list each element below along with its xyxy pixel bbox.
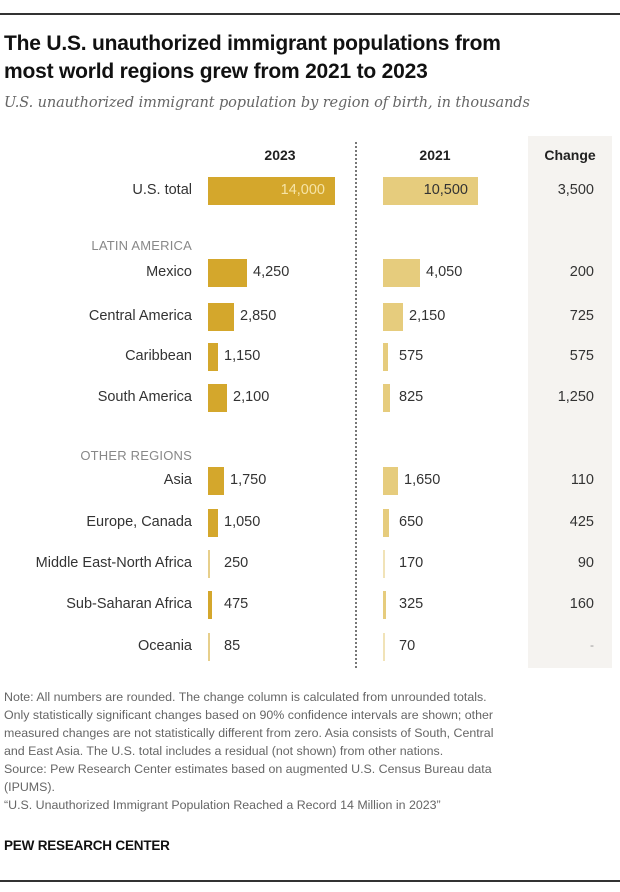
- note-line: Note: All numbers are rounded. The chang…: [4, 690, 487, 704]
- row-label-u-s-total: U.S. total: [132, 182, 192, 198]
- report-title-line: “U.S. Unauthorized Immigrant Population …: [4, 798, 441, 812]
- value-label-2021-asia: 1,650: [404, 472, 441, 488]
- change-column-background: [528, 136, 612, 668]
- section-label-other-regions: OTHER REGIONS: [80, 448, 192, 463]
- value-label-2023-south-america: 2,100: [233, 389, 270, 405]
- bar-2023-u-s-total: [208, 177, 335, 205]
- change-value-caribbean: 575: [569, 348, 594, 364]
- note-line: and East Asia. The U.S. total includes a…: [4, 744, 444, 758]
- row-label-caribbean: Caribbean: [125, 348, 192, 364]
- source-line: Source: Pew Research Center estimates ba…: [4, 762, 492, 776]
- row-label-oceania: Oceania: [137, 638, 192, 654]
- title-line-1: The U.S. unauthorized immigrant populati…: [4, 32, 501, 55]
- row-label-south-america: South America: [97, 389, 192, 405]
- row-label-europe-canada: Europe, Canada: [86, 514, 192, 530]
- row-label-asia: Asia: [163, 472, 192, 488]
- section-label-latin-america: LATIN AMERICA: [91, 238, 192, 253]
- value-label-2023-oceania: 85: [224, 638, 241, 654]
- bar-2023-central-america: [208, 303, 234, 331]
- bar-2023-middle-east-north-africa: [208, 550, 210, 578]
- row-label-sub-saharan-africa: Sub-Saharan Africa: [66, 596, 192, 612]
- column-header-change: Change: [544, 147, 596, 163]
- row-label-mexico: Mexico: [146, 264, 192, 280]
- bar-2023-oceania: [208, 633, 210, 661]
- bar-2021-oceania: [383, 633, 385, 661]
- change-value-u-s-total: 3,500: [557, 182, 594, 198]
- change-value-sub-saharan-africa: 160: [569, 596, 594, 612]
- value-label-2023-sub-saharan-africa: 475: [224, 596, 249, 612]
- value-label-2021-mexico: 4,050: [426, 264, 463, 280]
- value-label-2021-south-america: 825: [399, 389, 424, 405]
- change-value-mexico: 200: [569, 264, 594, 280]
- value-label-2023-mexico: 4,250: [253, 264, 290, 280]
- bar-2021-caribbean: [383, 343, 388, 371]
- bar-2021-mexico: [383, 259, 420, 287]
- chart-subtitle: U.S. unauthorized immigrant population b…: [4, 95, 530, 111]
- source-line: (IPUMS).: [4, 780, 55, 794]
- bottom-rule: [0, 880, 620, 882]
- note-line: measured changes are not statistically d…: [4, 726, 494, 740]
- value-label-2021-u-s-total: 10,500: [423, 182, 468, 198]
- bar-2021-asia: [383, 467, 398, 495]
- change-value-central-america: 725: [569, 308, 594, 324]
- value-label-2021-europe-canada: 650: [399, 514, 424, 530]
- value-label-2023-caribbean: 1,150: [224, 348, 261, 364]
- value-label-2023-europe-canada: 1,050: [224, 514, 261, 530]
- bar-2021-sub-saharan-africa: [383, 591, 386, 619]
- bar-2021-u-s-total: [383, 177, 478, 205]
- bar-2023-caribbean: [208, 343, 218, 371]
- bar-2023-sub-saharan-africa: [208, 591, 212, 619]
- change-value-south-america: 1,250: [557, 389, 594, 405]
- bar-2023-south-america: [208, 384, 227, 412]
- title-line-2: most world regions grew from 2021 to 202…: [4, 60, 428, 83]
- column-header-2023: 2023: [264, 147, 296, 163]
- bar-2023-europe-canada: [208, 509, 218, 537]
- change-value-europe-canada: 425: [569, 514, 594, 530]
- top-rule: [0, 13, 620, 15]
- value-label-2023-u-s-total: 14,000: [280, 182, 325, 198]
- bar-2023-mexico: [208, 259, 247, 287]
- value-label-2023-central-america: 2,850: [240, 308, 277, 324]
- change-value-middle-east-north-africa: 90: [577, 555, 594, 571]
- value-label-2023-middle-east-north-africa: 250: [224, 555, 249, 571]
- pew-research-center-logo: PEW RESEARCH CENTER: [4, 838, 170, 853]
- row-label-central-america: Central America: [88, 308, 192, 324]
- value-label-2023-asia: 1,750: [230, 472, 267, 488]
- value-label-2021-middle-east-north-africa: 170: [399, 555, 424, 571]
- value-label-2021-caribbean: 575: [399, 348, 424, 364]
- bar-2021-middle-east-north-africa: [383, 550, 385, 578]
- bar-2023-asia: [208, 467, 224, 495]
- bar-2021-central-america: [383, 303, 403, 331]
- column-header-2021: 2021: [419, 147, 451, 163]
- bar-2021-europe-canada: [383, 509, 389, 537]
- bar-2021-south-america: [383, 384, 390, 412]
- row-label-middle-east-north-africa: Middle East-North Africa: [35, 555, 192, 571]
- column-divider: [355, 142, 357, 668]
- chart-title: The U.S. unauthorized immigrant populati…: [4, 30, 616, 86]
- change-value-oceania: -: [590, 638, 594, 652]
- value-label-2021-oceania: 70: [399, 638, 416, 654]
- note-line: Only statistically significant changes b…: [4, 708, 494, 722]
- value-label-2021-sub-saharan-africa: 325: [399, 596, 424, 612]
- footnotes: Note: All numbers are rounded. The chang…: [4, 688, 616, 814]
- change-value-asia: 110: [570, 472, 594, 488]
- value-label-2021-central-america: 2,150: [409, 308, 446, 324]
